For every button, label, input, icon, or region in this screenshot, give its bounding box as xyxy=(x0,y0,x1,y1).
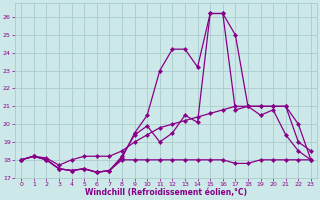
X-axis label: Windchill (Refroidissement éolien,°C): Windchill (Refroidissement éolien,°C) xyxy=(85,188,247,197)
